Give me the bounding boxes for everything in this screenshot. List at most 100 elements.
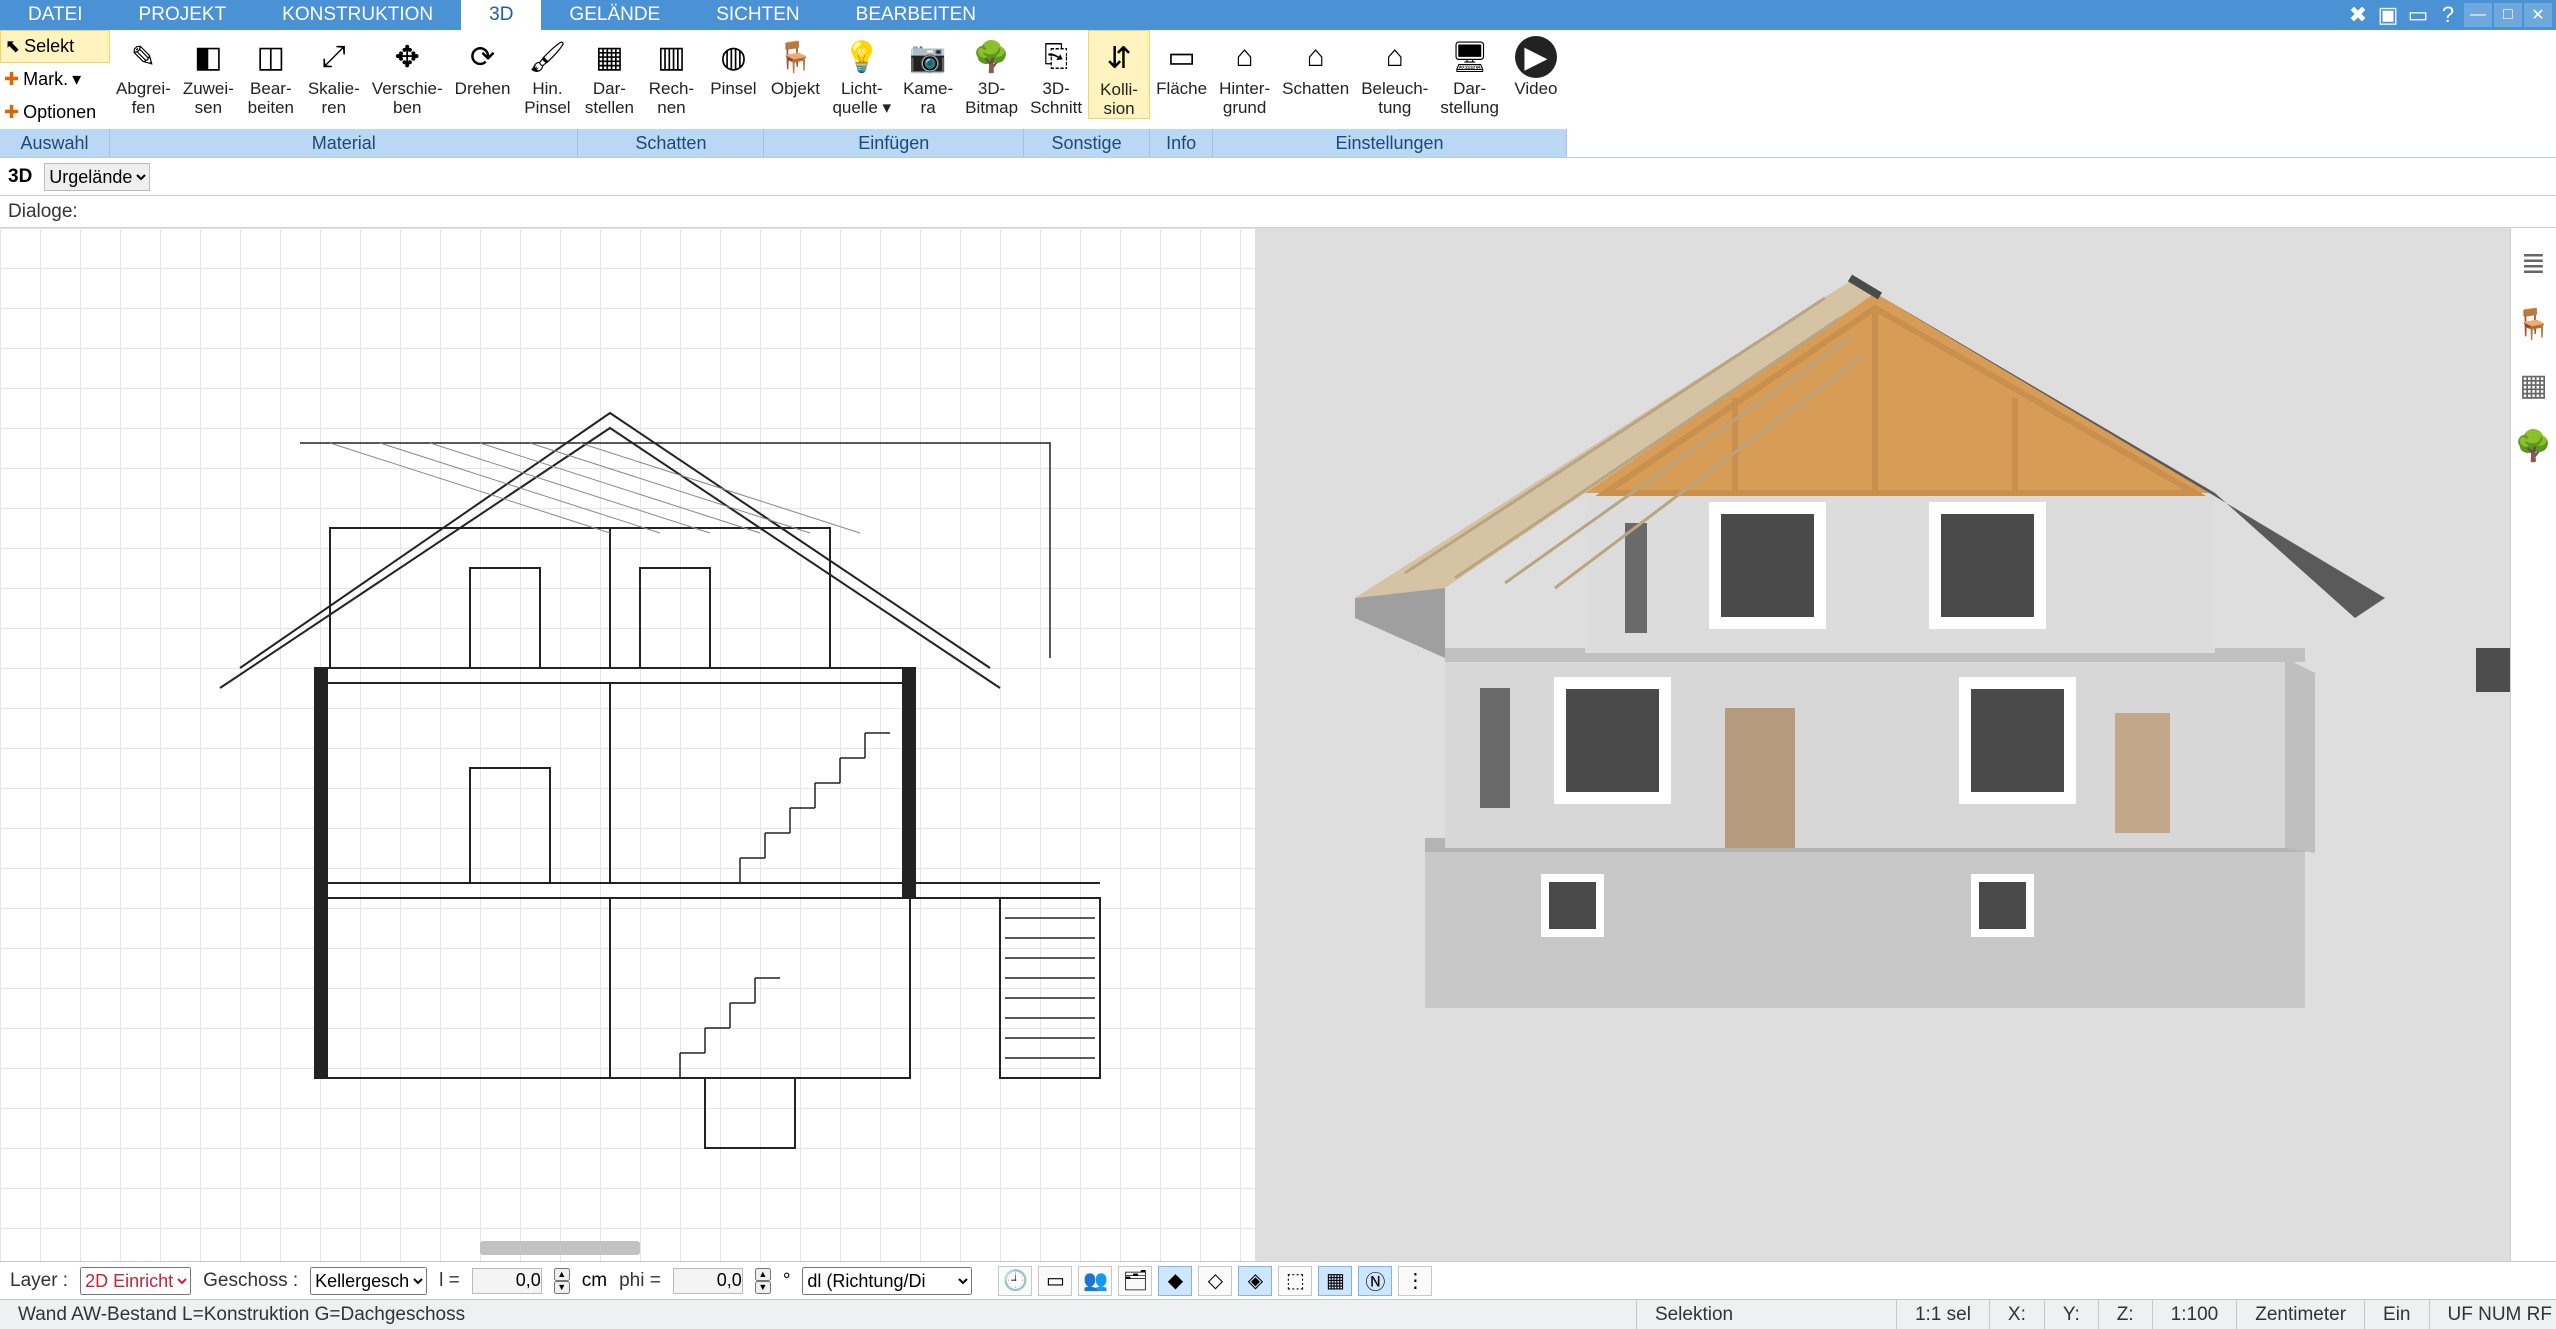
status-num: NUM — [2478, 1304, 2521, 1326]
btn-video[interactable]: ▶Video — [1505, 30, 1567, 99]
snap-icon-7[interactable]: ◈ — [1238, 1266, 1272, 1296]
snap-icon-5[interactable]: ◆ — [1158, 1266, 1192, 1296]
btn-verschieben[interactable]: ✥Verschie- ben — [366, 30, 449, 117]
phi-spin-down[interactable]: ▼ — [755, 1281, 771, 1294]
l-spin-down[interactable]: ▼ — [554, 1281, 570, 1294]
collision-icon: ⇵ — [1098, 37, 1140, 79]
light-icon: 💡 — [841, 36, 883, 78]
tool-icon-1[interactable]: ✖ — [2344, 3, 2372, 27]
scale-icon: ⤢ — [313, 36, 355, 78]
section-icon: ⎘ — [1035, 36, 1077, 78]
view-3d-render[interactable] — [1255, 228, 2510, 1261]
phi-input[interactable] — [673, 1268, 743, 1294]
menu-bar: DATEI PROJEKT KONSTRUKTION 3D GELÄNDE SI… — [0, 0, 2556, 30]
btn-skalieren[interactable]: ⤢Skalie- ren — [302, 30, 366, 117]
btn-rechnen[interactable]: ▥Rech- nen — [640, 30, 702, 117]
btn-objekt[interactable]: 🪑Objekt — [764, 30, 826, 99]
workspace: ≣ 🪑 ▦ 🌳 — [0, 228, 2556, 1261]
snap-icon-1[interactable]: 🕘 — [998, 1266, 1032, 1296]
l-unit: cm — [582, 1270, 607, 1292]
btn-3dschnitt[interactable]: ⎘3D- Schnitt — [1024, 30, 1088, 117]
help-icon[interactable]: ? — [2434, 3, 2462, 27]
btn-flaeche[interactable]: ▭Fläche — [1150, 30, 1213, 99]
geschoss-label: Geschoss : — [203, 1270, 298, 1292]
snap-icon-8[interactable]: ⬚ — [1278, 1266, 1312, 1296]
snap-icon-11[interactable]: ⋮ — [1398, 1266, 1432, 1296]
render-icon: 🖥 — [1449, 36, 1491, 78]
optionen-button[interactable]: ✚ Optionen — [0, 96, 110, 129]
dialoge-label: Dialoge: — [8, 201, 78, 223]
optionen-label: Optionen — [23, 102, 96, 123]
status-z: Z: — [2099, 1300, 2153, 1329]
maximize-button[interactable]: □ — [2494, 3, 2522, 27]
btn-drehen[interactable]: ⟳Drehen — [449, 30, 517, 99]
palette-icon[interactable]: ▦ — [2519, 368, 2547, 403]
plant-icon[interactable]: 🌳 — [2515, 429, 2552, 464]
phi-spin-up[interactable]: ▲ — [755, 1268, 771, 1281]
status-x: X: — [1990, 1300, 2045, 1329]
btn-kollision[interactable]: ⇵Kolli- sion — [1088, 30, 1150, 119]
terrain-dropdown[interactable]: Urgelände — [44, 163, 150, 191]
auswahl-group-label: Auswahl — [0, 129, 110, 157]
bg-icon: ⌂ — [1224, 36, 1266, 78]
btn-hintergrund[interactable]: ⌂Hinter- grund — [1213, 30, 1276, 117]
menu-tab-datei[interactable]: DATEI — [0, 0, 111, 30]
btn-abgreifen[interactable]: ✎Abgrei- fen — [110, 30, 177, 117]
calc-icon: ▥ — [650, 36, 692, 78]
btn-schatten2[interactable]: ⌂Schatten — [1276, 30, 1355, 99]
ribbon-group-sonstige: ⎘3D- Schnitt ⇵Kolli- sion Sonstige — [1024, 30, 1150, 157]
menu-tab-bearbeiten[interactable]: BEARBEITEN — [828, 0, 1004, 30]
menu-tab-gelaende[interactable]: GELÄNDE — [541, 0, 688, 30]
furniture-icon[interactable]: 🪑 — [2515, 307, 2552, 342]
area-icon: ▭ — [1161, 36, 1203, 78]
mark-label: Mark. — [23, 69, 68, 90]
selekt-button[interactable]: ⬉ Selekt — [0, 30, 110, 63]
btn-beleuchtung[interactable]: ⌂Beleuch- tung — [1355, 30, 1434, 117]
l-spin-up[interactable]: ▲ — [554, 1268, 570, 1281]
status-uf: UF — [2448, 1304, 2473, 1326]
status-sel-ratio: 1:1 sel — [1897, 1300, 1990, 1329]
btn-darstellung[interactable]: 🖥Dar- stellung — [1434, 30, 1505, 117]
tool-icon-2[interactable]: ▣ — [2374, 3, 2402, 27]
parameter-bar: Layer : 2D Einricht Geschoss : Kellerges… — [0, 1261, 2556, 1299]
brush-icon: 🖌 — [526, 36, 568, 78]
btn-3dbitmap[interactable]: 🌳3D- Bitmap — [959, 30, 1024, 117]
close-button[interactable]: ✕ — [2524, 3, 2552, 27]
status-bar: Wand AW-Bestand L=Konstruktion G=Dachges… — [0, 1299, 2556, 1329]
btn-pinsel[interactable]: ◍Pinsel — [702, 30, 764, 99]
view-2d-section[interactable] — [0, 228, 1255, 1261]
layer-select[interactable]: 2D Einricht — [80, 1267, 191, 1295]
mark-button[interactable]: ✚ Mark. ▾ — [0, 63, 110, 96]
dl-select[interactable]: dl (Richtung/Di — [802, 1267, 972, 1295]
status-message: Wand AW-Bestand L=Konstruktion G=Dachges… — [0, 1300, 1637, 1329]
snap-icon-6[interactable]: ◇ — [1198, 1266, 1232, 1296]
btn-darstellen[interactable]: ▦Dar- stellen — [578, 30, 640, 117]
menu-tab-sichten[interactable]: SICHTEN — [688, 0, 827, 30]
layers-icon[interactable]: ≣ — [2521, 246, 2546, 281]
horizontal-scrollbar[interactable] — [480, 1241, 640, 1255]
geschoss-select[interactable]: Kellergesch — [310, 1267, 427, 1295]
info-group-label: Info — [1150, 129, 1213, 157]
btn-kamera[interactable]: 📷Kame- ra — [897, 30, 959, 117]
snap-icon-4[interactable]: 🗂 — [1118, 1266, 1152, 1296]
snap-icon-2[interactable]: ▭ — [1038, 1266, 1072, 1296]
snap-icon-3[interactable]: 👥 — [1078, 1266, 1112, 1296]
l-input[interactable] — [472, 1268, 542, 1294]
cursor-icon: ⬉ — [5, 36, 20, 57]
snap-icon-9[interactable]: ▦ — [1318, 1266, 1352, 1296]
side-panel-handle[interactable] — [2476, 648, 2510, 692]
pick-icon: ✎ — [122, 36, 164, 78]
status-scale: 1:100 — [2153, 1300, 2238, 1329]
btn-bearbeiten[interactable]: ◫Bear- beiten — [240, 30, 302, 117]
menu-tab-projekt[interactable]: PROJEKT — [111, 0, 255, 30]
tool-icon-3[interactable]: ▭ — [2404, 3, 2432, 27]
btn-lichtquelle[interactable]: 💡Licht- quelle ▾ — [826, 30, 897, 117]
btn-zuweisen[interactable]: ◧Zuwei- sen — [177, 30, 240, 117]
menu-tab-3d[interactable]: 3D — [461, 0, 541, 30]
sonstige-group-label: Sonstige — [1024, 129, 1150, 157]
rotate-icon: ⟳ — [462, 36, 504, 78]
menu-tab-konstruktion[interactable]: KONSTRUKTION — [254, 0, 461, 30]
minimize-button[interactable]: — — [2464, 3, 2492, 27]
btn-hinpinsel[interactable]: 🖌Hin. Pinsel — [516, 30, 578, 117]
snap-icon-10[interactable]: Ⓝ — [1358, 1266, 1392, 1296]
